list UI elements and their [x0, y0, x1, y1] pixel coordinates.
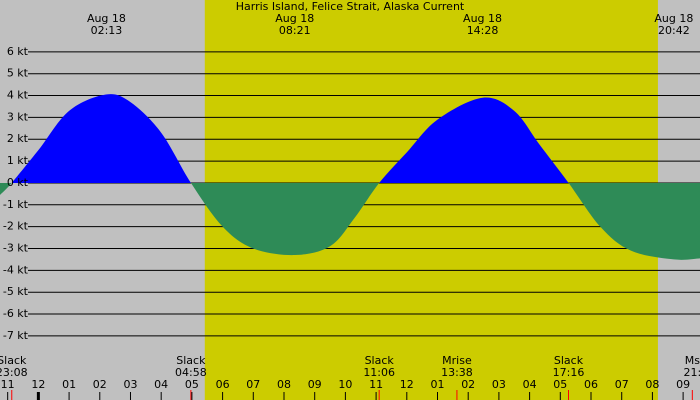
ebb-area: [0, 182, 700, 260]
y-tick-label: 1 kt: [7, 154, 29, 167]
chart-title: Harris Island, Felice Strait, Alaska Cur…: [236, 0, 465, 13]
x-tick-label: 09: [308, 378, 322, 391]
x-tick-label: 07: [246, 378, 260, 391]
extreme-time: 08:21: [279, 24, 311, 37]
x-tick-label: 11: [1, 378, 15, 391]
x-tick-label: 02: [461, 378, 475, 391]
y-tick-label: 5 kt: [7, 67, 29, 80]
event-time: 11:06: [363, 366, 395, 379]
y-tick-label: -4 kt: [3, 263, 29, 276]
y-tick-label: -6 kt: [3, 307, 29, 320]
extreme-date: Aug 18: [463, 12, 502, 25]
extreme-date: Aug 18: [275, 12, 314, 25]
event-label: Ms: [685, 354, 700, 367]
event-label: Slack: [554, 354, 584, 367]
y-tick-label: -1 kt: [3, 198, 29, 211]
extreme-time: 20:42: [658, 24, 690, 37]
extreme-date: Aug 18: [654, 12, 693, 25]
event-label: Slack: [0, 354, 27, 367]
y-tick-label: 2 kt: [7, 132, 29, 145]
x-tick-label: 03: [492, 378, 506, 391]
extreme-date: Aug 18: [87, 12, 126, 25]
event-label: Slack: [365, 354, 395, 367]
y-tick-label: -5 kt: [3, 285, 29, 298]
flood-area: [0, 94, 700, 183]
x-tick-label: 08: [277, 378, 291, 391]
y-tick-label: -2 kt: [3, 220, 29, 233]
x-tick-label: 09: [676, 378, 690, 391]
x-tick-label: 08: [645, 378, 659, 391]
x-tick-label: 05: [185, 378, 199, 391]
x-tick-label: 01: [62, 378, 76, 391]
x-tick-label: 01: [431, 378, 445, 391]
x-tick-label: 11: [369, 378, 383, 391]
event-label: Slack: [176, 354, 206, 367]
x-tick-label: 12: [31, 378, 45, 391]
event-time: 23:08: [0, 366, 28, 379]
event-time: 13:38: [441, 366, 473, 379]
x-tick-label: 10: [338, 378, 352, 391]
y-tick-label: 0 kt: [7, 176, 29, 189]
y-tick-label: 3 kt: [7, 110, 29, 123]
y-tick-label: -7 kt: [3, 329, 29, 342]
y-tick-label: 6 kt: [7, 45, 29, 58]
extreme-time: 14:28: [467, 24, 499, 37]
x-tick-label: 04: [154, 378, 168, 391]
x-tick-label: 07: [615, 378, 629, 391]
y-tick-label: 4 kt: [7, 89, 29, 102]
extreme-time: 02:13: [91, 24, 123, 37]
x-tick-label: 12: [400, 378, 414, 391]
y-tick-label: -3 kt: [3, 241, 29, 254]
event-label: Mrise: [442, 354, 472, 367]
event-time: 21:: [683, 366, 700, 379]
x-tick-label: 06: [584, 378, 598, 391]
x-tick-label: 05: [553, 378, 567, 391]
x-tick-label: 06: [216, 378, 230, 391]
x-tick-label: 03: [123, 378, 137, 391]
event-time: 04:58: [175, 366, 207, 379]
x-tick-label: 02: [93, 378, 107, 391]
x-tick-label: 04: [523, 378, 537, 391]
event-time: 17:16: [553, 366, 585, 379]
